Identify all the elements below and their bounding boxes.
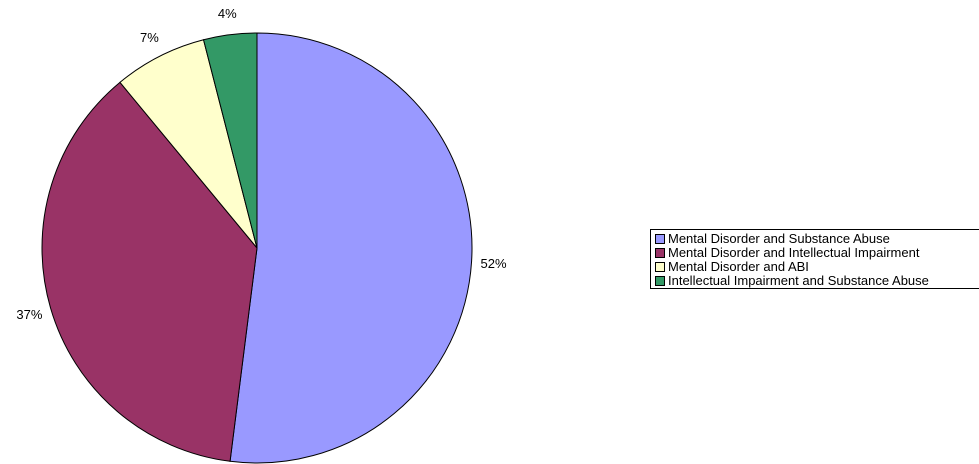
pie-slice-4 xyxy=(202,32,258,249)
legend: Mental Disorder and Substance Abuse Menta… xyxy=(650,229,979,289)
legend-swatch xyxy=(655,234,665,244)
pie-data-label-4: 4% xyxy=(218,6,237,21)
pie-slice-2 xyxy=(41,81,258,462)
pie-data-label-1: 52% xyxy=(481,256,507,271)
pie-data-labels: 52% 37% 7% 4% xyxy=(16,6,507,322)
legend-label: Mental Disorder and Substance Abuse xyxy=(668,231,890,246)
legend-swatch xyxy=(655,262,665,272)
pie-slices xyxy=(41,32,473,464)
legend-item-1: Mental Disorder and Substance Abuse xyxy=(655,232,979,246)
legend-label: Mental Disorder and ABI xyxy=(668,259,809,274)
pie-data-label-2: 37% xyxy=(16,307,42,322)
legend-swatch xyxy=(655,276,665,286)
pie-slice-1 xyxy=(229,32,473,464)
pie-data-label-3: 7% xyxy=(140,30,159,45)
legend-item-4: Intellectual Impairment and Substance Ab… xyxy=(655,274,979,288)
legend-label: Mental Disorder and Intellectual Impairm… xyxy=(668,245,920,260)
legend-item-2: Mental Disorder and Intellectual Impairm… xyxy=(655,246,979,260)
legend-swatch xyxy=(655,248,665,258)
legend-item-3: Mental Disorder and ABI xyxy=(655,260,979,274)
legend-label: Intellectual Impairment and Substance Ab… xyxy=(668,273,929,288)
